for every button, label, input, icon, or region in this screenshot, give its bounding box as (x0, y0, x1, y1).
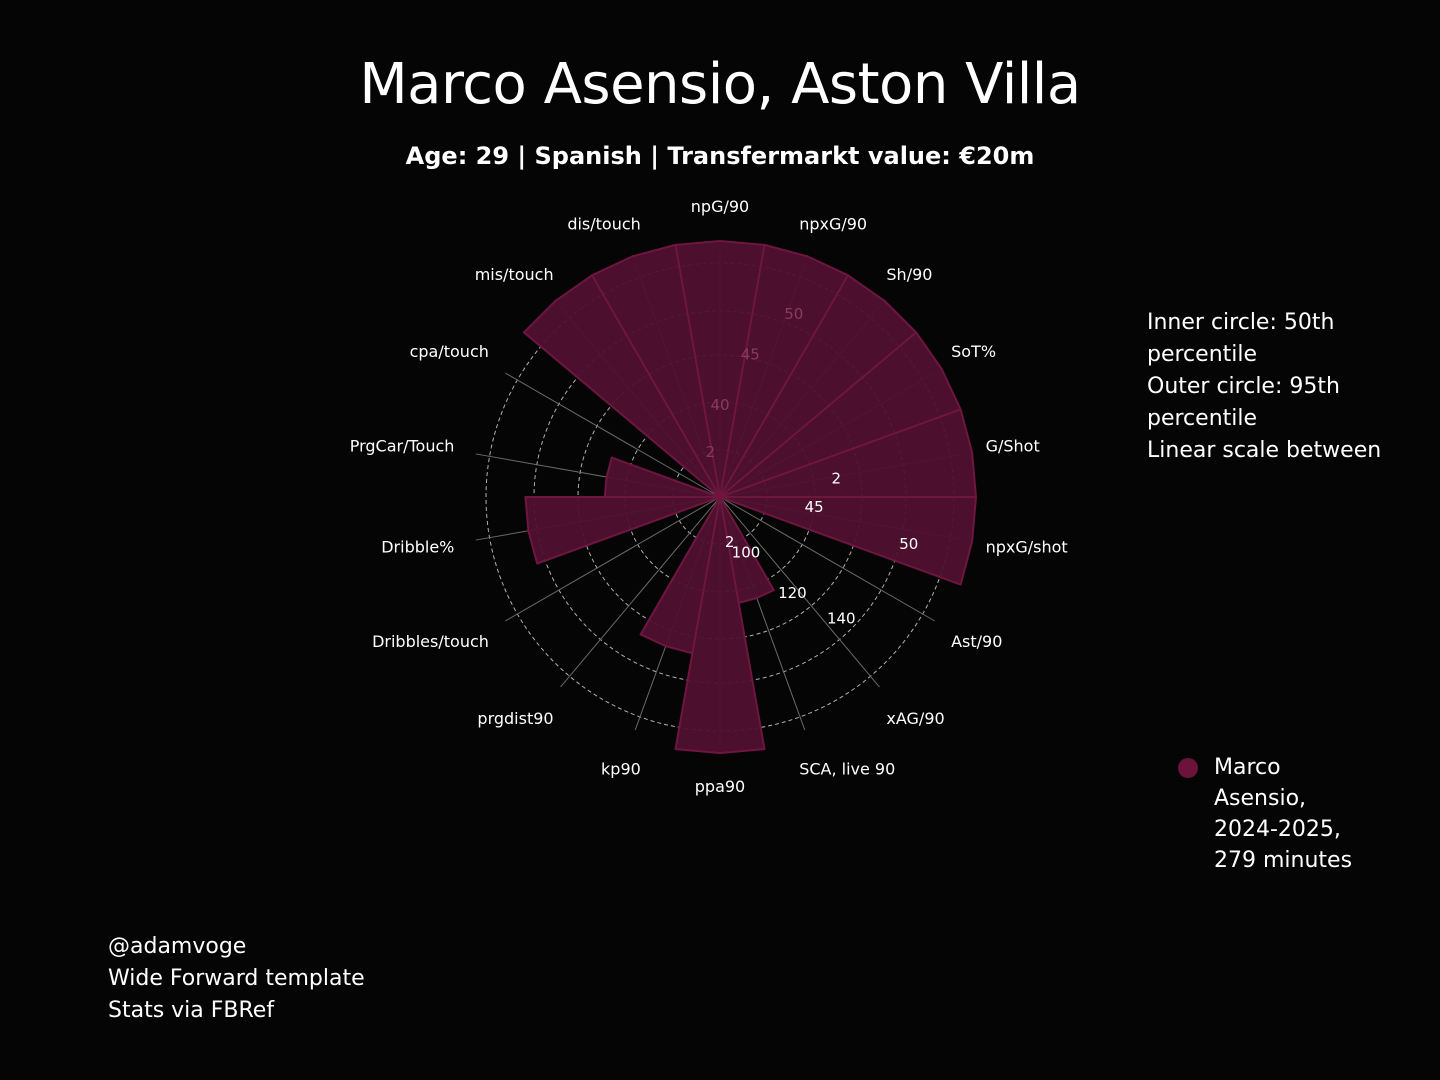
scale-note-line-3: Linear scale between (1147, 438, 1382, 463)
tick-label: 140 (827, 609, 856, 627)
legend-label: Marco Asensio, 2024-2025, 279 minutes (1214, 755, 1353, 873)
category-label: dis/touch (567, 215, 640, 234)
category-label: Dribble% (381, 537, 454, 556)
scale-note: Inner circle: 50th percentile Outer circ… (1147, 307, 1440, 467)
scale-note-line-1: Inner circle: 50th percentile (1147, 310, 1335, 367)
tick-label: 100 (732, 544, 761, 562)
category-label: Ast/90 (951, 632, 1002, 651)
tick-label: 2 (706, 443, 716, 461)
grid-spoke (504, 372, 721, 498)
category-label: Dribbles/touch (372, 632, 489, 651)
tick-label: 50 (784, 305, 803, 323)
tick-label: 2 (832, 470, 842, 488)
category-label: SCA, live 90 (799, 760, 895, 779)
category-label: npG/90 (691, 197, 749, 216)
category-label: xAG/90 (886, 709, 944, 728)
category-label: mis/touch (475, 265, 554, 284)
tick-label: 45 (741, 345, 760, 363)
tick-label: 120 (778, 584, 807, 602)
radar-category-labels: npG/90 npxG/90 Sh/90 SoT% G/Shot npxG/shot Ast… (350, 197, 1068, 796)
grid-spoke (719, 496, 880, 688)
category-label: ppa90 (695, 777, 745, 796)
credit-template: Wide Forward template (108, 966, 365, 991)
grid-spoke (719, 496, 936, 622)
chart-title: Marco Asensio, Aston Villa (359, 52, 1081, 117)
category-label: npxG/shot (986, 537, 1068, 556)
scale-note-line-2: Outer circle: 95th percentile (1147, 374, 1340, 431)
category-label: cpa/touch (410, 342, 489, 361)
tick-label: 45 (805, 498, 824, 516)
category-label: G/Shot (986, 437, 1040, 456)
credit-source: Stats via FBRef (108, 998, 275, 1023)
tick-label: 40 (710, 396, 729, 414)
category-label: Sh/90 (886, 265, 932, 284)
grid-spoke (560, 496, 721, 688)
radar-series (522, 240, 977, 754)
tick-label: 50 (899, 535, 918, 553)
grid-spoke (504, 496, 721, 622)
tick-label: 2 (725, 533, 735, 551)
credit-author: @adamvoge (108, 934, 247, 959)
legend-marker (1178, 758, 1198, 778)
chart-subtitle: Age: 29 | Spanish | Transfermarkt value:… (405, 142, 1035, 170)
category-label: SoT% (951, 342, 996, 361)
category-label: PrgCar/Touch (350, 437, 455, 456)
category-label: kp90 (601, 760, 641, 779)
credits: @adamvoge Wide Forward template Stats vi… (108, 931, 365, 1027)
category-label: npxG/90 (799, 215, 867, 234)
category-label: prgdist90 (477, 709, 553, 728)
series-area-1 (522, 240, 977, 754)
